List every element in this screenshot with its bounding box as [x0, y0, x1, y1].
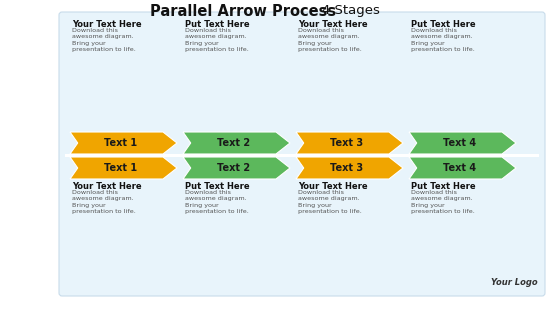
Polygon shape: [409, 132, 516, 154]
Text: Put Text Here: Put Text Here: [411, 182, 475, 191]
Text: Download this
awesome diagram.
Bring your
presentation to life.: Download this awesome diagram. Bring you…: [185, 28, 249, 52]
Polygon shape: [296, 157, 403, 179]
Text: Your Text Here: Your Text Here: [72, 182, 142, 191]
Text: Your Logo: Your Logo: [491, 278, 538, 287]
Text: Text 3: Text 3: [330, 163, 363, 173]
Polygon shape: [409, 157, 516, 179]
Text: Your Text Here: Your Text Here: [298, 182, 367, 191]
Text: Download this
awesome diagram.
Bring your
presentation to life.: Download this awesome diagram. Bring you…: [298, 190, 362, 214]
Text: Put Text Here: Put Text Here: [185, 182, 250, 191]
Polygon shape: [70, 157, 177, 179]
Bar: [65, 154, 539, 157]
Text: Text 2: Text 2: [217, 163, 250, 173]
Text: Text 3: Text 3: [330, 138, 363, 148]
Text: Parallel Arrow Process: Parallel Arrow Process: [150, 4, 336, 19]
Polygon shape: [296, 132, 403, 154]
Text: – 4 Stages: – 4 Stages: [311, 4, 380, 17]
Text: Text 2: Text 2: [217, 138, 250, 148]
Polygon shape: [183, 132, 290, 154]
Text: Text 4: Text 4: [443, 163, 476, 173]
FancyBboxPatch shape: [59, 12, 545, 296]
Text: Text 1: Text 1: [104, 163, 137, 173]
Text: Text 4: Text 4: [443, 138, 476, 148]
Polygon shape: [183, 157, 290, 179]
Text: Put Text Here: Put Text Here: [185, 20, 250, 29]
Text: Your Text Here: Your Text Here: [298, 20, 367, 29]
Text: Put Text Here: Put Text Here: [411, 20, 475, 29]
Text: Download this
awesome diagram.
Bring your
presentation to life.: Download this awesome diagram. Bring you…: [72, 28, 136, 52]
Text: Download this
awesome diagram.
Bring your
presentation to life.: Download this awesome diagram. Bring you…: [72, 190, 136, 214]
Polygon shape: [70, 132, 177, 154]
Text: Download this
awesome diagram.
Bring your
presentation to life.: Download this awesome diagram. Bring you…: [411, 28, 475, 52]
Text: Download this
awesome diagram.
Bring your
presentation to life.: Download this awesome diagram. Bring you…: [298, 28, 362, 52]
Text: Download this
awesome diagram.
Bring your
presentation to life.: Download this awesome diagram. Bring you…: [185, 190, 249, 214]
Text: Text 1: Text 1: [104, 138, 137, 148]
Text: Download this
awesome diagram.
Bring your
presentation to life.: Download this awesome diagram. Bring you…: [411, 190, 475, 214]
Text: Your Text Here: Your Text Here: [72, 20, 142, 29]
